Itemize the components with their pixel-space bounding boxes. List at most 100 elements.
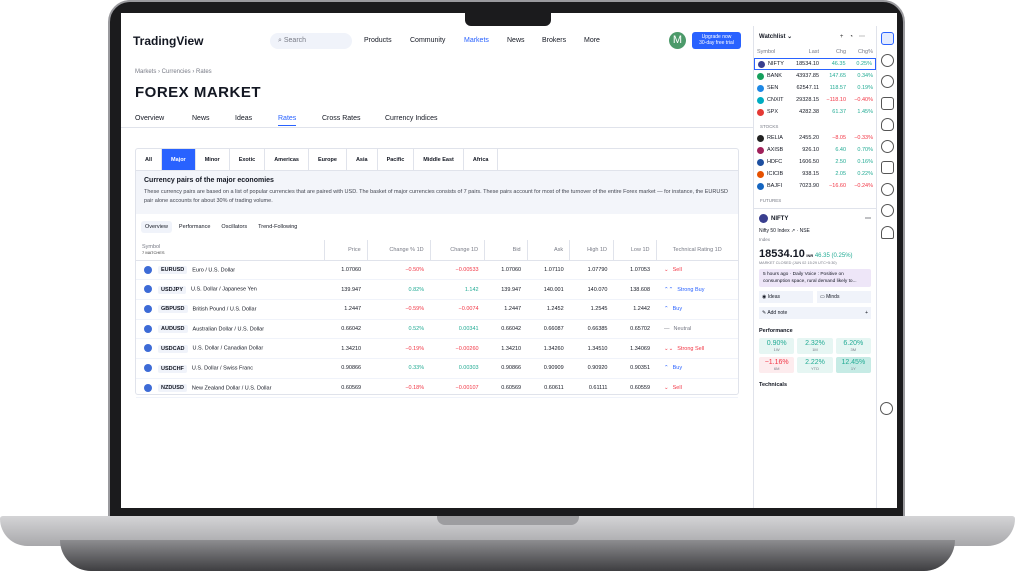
subtab-oscillators[interactable]: Oscillators [221, 224, 248, 230]
avatar[interactable]: M [669, 32, 686, 49]
table-row[interactable]: USDCHF U.S. Dollar / Swiss Franc 0.90866 0.… [136, 358, 738, 379]
table-row[interactable]: AUDUSD Australian Dollar / U.S. Dollar 0.6… [136, 319, 738, 340]
region-exotic[interactable]: Exotic [230, 149, 266, 170]
table-row[interactable]: USDCAD U.S. Dollar / Canadian Dollar 1.342… [136, 338, 738, 359]
ticker-badge[interactable]: NZDUSD [158, 384, 187, 393]
nav-products[interactable]: Products [364, 37, 392, 44]
message-icon[interactable] [880, 161, 894, 174]
subtab-performance[interactable]: Performance [178, 224, 211, 230]
column-header[interactable]: Technical Rating 1D [656, 240, 738, 261]
more-icon[interactable]: ⋯ [865, 216, 871, 222]
region-major[interactable]: Major [162, 149, 196, 170]
table-row[interactable]: GBPUSD British Pound / U.S. Dollar 1.2447−… [136, 299, 738, 320]
ticker-badge[interactable]: USDCHF [158, 364, 187, 373]
watchlist-icon[interactable] [880, 32, 894, 45]
ticker-badge[interactable]: EURUSD [158, 266, 188, 275]
tab-cross-rates[interactable]: Cross Rates [322, 115, 361, 122]
column-label: Ask [553, 246, 564, 253]
watchlist-symbol: BAJFI [757, 182, 792, 190]
ticker-badge[interactable]: USDJPY [158, 285, 187, 294]
region-asia[interactable]: Asia [347, 149, 378, 170]
change: 118.57 [829, 85, 847, 91]
more-icon[interactable]: ⋯ [859, 34, 871, 40]
help-icon[interactable] [880, 402, 893, 415]
column-header[interactable]: High 1D [569, 240, 614, 261]
watchlist-column[interactable]: Chg [835, 49, 847, 55]
ideas-button[interactable]: ◉ Ideas [759, 291, 813, 303]
watchlist-column[interactable]: Chg% [858, 49, 874, 55]
ticker-badge[interactable]: AUDUSD [158, 325, 188, 334]
upgrade-button[interactable]: Upgrade now 30-day free trial [692, 32, 741, 49]
tab-currency-indices[interactable]: Currency Indices [385, 115, 438, 122]
watchlist-column[interactable]: Last [808, 49, 820, 55]
tab-rates[interactable]: Rates [278, 115, 297, 126]
broadcast-icon[interactable] [880, 204, 894, 217]
lightbulb-icon[interactable] [880, 118, 894, 131]
region-middle-east[interactable]: Middle East [414, 149, 464, 170]
watchlist-row[interactable]: BANK 43937.85 147.65 0.34% [754, 70, 876, 82]
column-header[interactable]: Change % 1D [367, 240, 431, 261]
clock-pie-icon[interactable]: ◔ [849, 34, 859, 40]
nav-community[interactable]: Community [410, 37, 446, 44]
region-all[interactable]: All [136, 149, 163, 170]
breadcrumb[interactable]: Markets › Currencies › Rates [135, 69, 212, 75]
bid-cell: 139.947 [484, 279, 528, 300]
watchlist-column[interactable]: Symbol [757, 49, 776, 55]
region-pacific[interactable]: Pacific [378, 149, 415, 170]
watchlist-row[interactable]: CNXIT 29328.15 −118.10 −0.40% [754, 94, 876, 106]
news-headline[interactable]: 5 hours ago · Daily Voice : Positive on … [759, 269, 871, 287]
nav-markets[interactable]: Markets [464, 37, 489, 44]
detail-name[interactable]: Nifty 50 Index [759, 228, 790, 234]
ask-cell: 1.07110 [527, 260, 570, 281]
bid-cell: 1.07060 [484, 260, 528, 281]
watchlist-row[interactable]: ICICIB 938.15 2.05 0.22% [754, 168, 876, 180]
hotlists-icon[interactable] [880, 75, 894, 88]
ask-cell: 0.90909 [527, 358, 570, 379]
region-americas[interactable]: Americas [265, 149, 309, 170]
add-icon[interactable]: + [839, 34, 850, 40]
calendar-icon[interactable] [880, 96, 894, 110]
nav-brokers[interactable]: Brokers [542, 37, 567, 44]
watchlist-row[interactable]: AXISB 926.10 6.40 0.70% [754, 144, 876, 156]
region-minor[interactable]: Minor [196, 149, 230, 170]
table-row[interactable]: NZDUSD New Zealand Dollar / U.S. Dollar 0.… [136, 378, 738, 399]
column-header[interactable]: Change 1D [430, 240, 486, 261]
ticker-badge[interactable]: GBPUSD [158, 305, 188, 314]
chat-cloud-icon[interactable] [880, 139, 894, 153]
alarm-clock-icon[interactable] [880, 53, 894, 67]
low-cell: 0.90351 [613, 358, 657, 379]
table-row[interactable]: EURUSD Euro / U.S. Dollar 1.07060 −0.50% −0.… [136, 260, 738, 281]
rating-cell: ⌃ Buy [656, 358, 738, 379]
add-note-button[interactable]: ✎ Add note + [759, 307, 871, 319]
region-europe[interactable]: Europe [309, 149, 347, 170]
tab-ideas[interactable]: Ideas [235, 115, 253, 122]
tradingview-logo[interactable]: TradingView [133, 34, 204, 48]
watchlist-row[interactable]: NIFTY 18534.10 46.35 0.25% [754, 58, 876, 70]
column-header[interactable]: Bid [484, 240, 528, 261]
watchlist-title[interactable]: Watchlist ⌄ [759, 34, 793, 40]
search-input[interactable]: ⌕ Search [270, 33, 352, 49]
column-header[interactable]: Ask [527, 240, 571, 261]
column-header[interactable]: Price [324, 240, 368, 261]
minds-button[interactable]: ▭ Minds [817, 291, 871, 303]
watchlist-row[interactable]: BAJFI 7023.90 −16.60 −0.24% [754, 180, 876, 192]
bell-icon[interactable] [880, 225, 894, 239]
table-row[interactable]: USDJPY U.S. Dollar / Japanese Yen 139.947 0… [136, 279, 738, 300]
change-percent: 0.34% [857, 73, 874, 79]
subtab-trend-following[interactable]: Trend-Following [258, 224, 298, 230]
region-africa[interactable]: Africa [464, 149, 499, 170]
nav-news[interactable]: News [507, 37, 525, 44]
watchlist-row[interactable]: RELIA 2455.20 −8.05 −0.33% [754, 132, 876, 144]
tab-news[interactable]: News [192, 115, 210, 122]
subtab-overview[interactable]: Overview [141, 221, 172, 233]
tab-overview[interactable]: Overview [135, 115, 165, 122]
watchlist-row[interactable]: SEN 62547.11 118.57 0.19% [754, 82, 876, 94]
watchlist-symbol: AXISB [757, 146, 792, 154]
watchlist-row[interactable]: SPX 4282.38 61.37 1.45% [754, 106, 876, 118]
column-header[interactable]: Symbol 7 MATCHES [136, 240, 326, 261]
nav-more[interactable]: More [584, 37, 600, 44]
streams-icon[interactable] [880, 182, 894, 196]
ticker-badge[interactable]: USDCAD [158, 344, 188, 353]
watchlist-row[interactable]: HDFC 1606.50 2.50 0.16% [754, 156, 876, 168]
column-header[interactable]: Low 1D [613, 240, 657, 261]
